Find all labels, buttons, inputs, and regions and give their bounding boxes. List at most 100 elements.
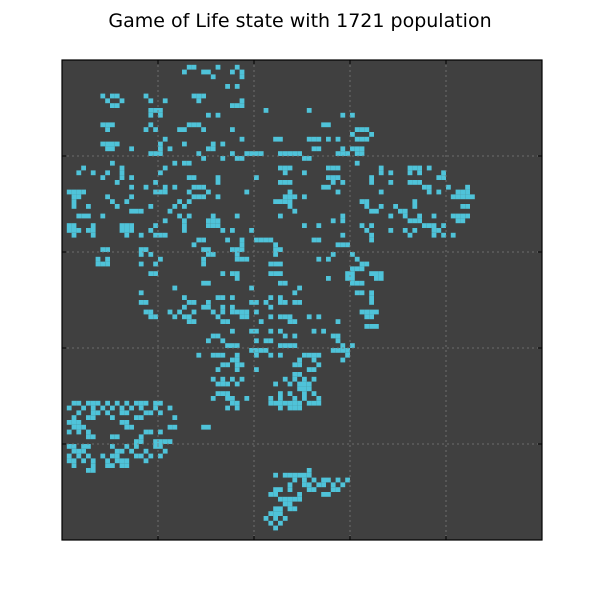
alive-cell — [191, 300, 197, 305]
alive-cell — [268, 295, 274, 300]
alive-cell — [282, 170, 288, 176]
alive-cell — [105, 170, 110, 176]
alive-cell — [326, 165, 331, 171]
alive-cell — [81, 444, 86, 449]
alive-cell — [326, 175, 331, 180]
alive-cell — [196, 151, 202, 156]
alive-cell — [282, 165, 288, 171]
alive-cell — [138, 232, 144, 238]
alive-cell — [114, 453, 120, 459]
alive-cell — [148, 98, 154, 104]
alive-cell — [345, 271, 350, 276]
alive-cell — [148, 429, 154, 435]
alive-cell — [287, 204, 293, 209]
alive-cell — [186, 213, 192, 219]
alive-cell — [292, 319, 298, 324]
alive-cell — [153, 189, 158, 195]
alive-cell — [278, 396, 283, 401]
alive-cell — [345, 151, 350, 156]
alive-cell — [359, 146, 365, 152]
alive-cell — [210, 333, 216, 339]
alive-cell — [374, 208, 379, 214]
alive-cell — [254, 300, 259, 305]
alive-cell — [234, 405, 240, 411]
alive-cell — [282, 472, 288, 478]
alive-cell — [220, 352, 226, 358]
alive-cell — [350, 252, 355, 257]
alive-cell — [278, 165, 283, 171]
alive-cell — [110, 463, 115, 468]
alive-cell — [158, 112, 163, 118]
alive-cell — [316, 314, 322, 320]
alive-cell — [374, 309, 379, 315]
alive-cell — [273, 242, 278, 248]
alive-cell — [234, 256, 240, 262]
alive-cell — [129, 448, 134, 454]
alive-cell — [311, 146, 317, 152]
alive-cell — [378, 271, 384, 276]
alive-cell — [234, 252, 240, 257]
alive-cell — [134, 415, 139, 420]
alive-cell — [114, 448, 120, 454]
alive-cell — [186, 189, 192, 195]
alive-cell — [258, 348, 264, 353]
alive-cell — [239, 362, 245, 368]
alive-cell — [350, 132, 355, 137]
alive-cell — [292, 290, 298, 296]
alive-cell — [148, 151, 154, 156]
alive-cell — [340, 151, 346, 156]
alive-cell — [234, 247, 240, 252]
alive-cell — [378, 276, 384, 281]
alive-cell — [268, 328, 274, 334]
alive-cell — [90, 410, 96, 416]
alive-cell — [66, 429, 72, 435]
alive-cell — [306, 381, 312, 387]
alive-cell — [292, 333, 298, 339]
alive-cell — [201, 280, 206, 286]
alive-cell — [225, 391, 230, 396]
alive-cell — [297, 285, 302, 291]
alive-cell — [273, 492, 278, 497]
alive-cell — [263, 348, 269, 353]
alive-cell — [335, 242, 341, 248]
alive-cell — [287, 405, 293, 411]
alive-cell — [311, 376, 317, 382]
alive-cell — [273, 261, 278, 267]
alive-cell — [158, 146, 163, 152]
alive-cell — [90, 232, 96, 238]
alive-cell — [86, 468, 91, 473]
alive-cell — [254, 309, 259, 315]
alive-cell — [162, 184, 168, 190]
alive-cell — [105, 261, 110, 267]
alive-cell — [220, 381, 226, 387]
alive-cell — [196, 122, 202, 128]
alive-cell — [287, 496, 293, 502]
alive-cell — [206, 252, 211, 257]
alive-cell — [143, 247, 149, 252]
alive-cell — [230, 304, 235, 310]
alive-cell — [369, 309, 374, 315]
alive-cell — [90, 468, 96, 473]
alive-cell — [76, 400, 82, 406]
alive-cell — [263, 108, 269, 113]
alive-cell — [110, 405, 115, 411]
alive-cell — [110, 199, 115, 204]
alive-cell — [105, 458, 110, 464]
alive-cell — [364, 314, 370, 320]
alive-cell — [388, 180, 394, 185]
alive-cell — [148, 252, 154, 257]
alive-cell — [268, 237, 274, 243]
alive-cell — [234, 84, 240, 89]
alive-cell — [273, 472, 278, 478]
alive-cell — [254, 338, 259, 344]
alive-cell — [278, 520, 283, 526]
alive-cell — [215, 194, 221, 200]
alive-cell — [158, 410, 163, 416]
alive-cell — [340, 232, 346, 238]
alive-cell — [119, 228, 125, 233]
alive-cell — [230, 328, 235, 334]
alive-cell — [100, 405, 106, 411]
alive-cell — [206, 338, 211, 344]
alive-cell — [172, 424, 178, 430]
alive-cell — [460, 194, 466, 200]
